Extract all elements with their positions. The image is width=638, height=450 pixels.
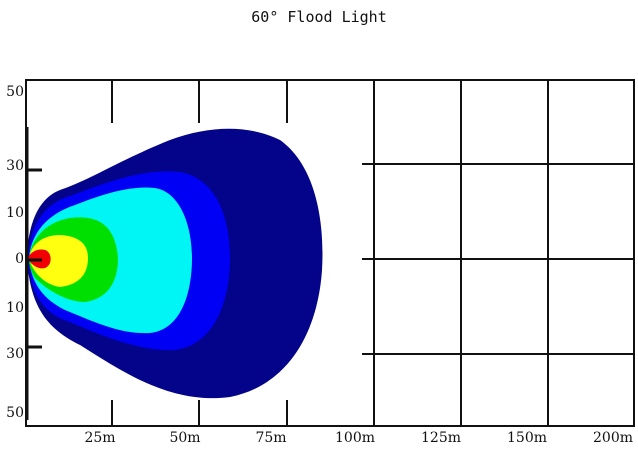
x-tick-label: 125m [421, 430, 461, 446]
x-tick-label: 200m [593, 430, 633, 446]
y-tick-label: 30 [6, 346, 24, 362]
beam-contours [27, 128, 323, 399]
x-tick-label: 25m [84, 430, 116, 446]
y-tick-label: 10 [6, 300, 24, 316]
y-tick-label: 10 [6, 205, 24, 221]
grid [25, 79, 635, 427]
x-tick-label: 150m [507, 430, 547, 446]
x-tick-label: 75m [255, 430, 287, 446]
x-tick-label: 50m [169, 430, 201, 446]
y-tick-label: 50 [6, 84, 24, 100]
zone-yellow [29, 235, 88, 287]
chart-title: 60° Flood Light [251, 8, 387, 26]
y-tick-label: 0 [15, 251, 24, 267]
y-tick-label: 30 [6, 158, 24, 174]
y-tick-label: 50 [6, 405, 24, 421]
x-tick-label: 100m [335, 430, 375, 446]
